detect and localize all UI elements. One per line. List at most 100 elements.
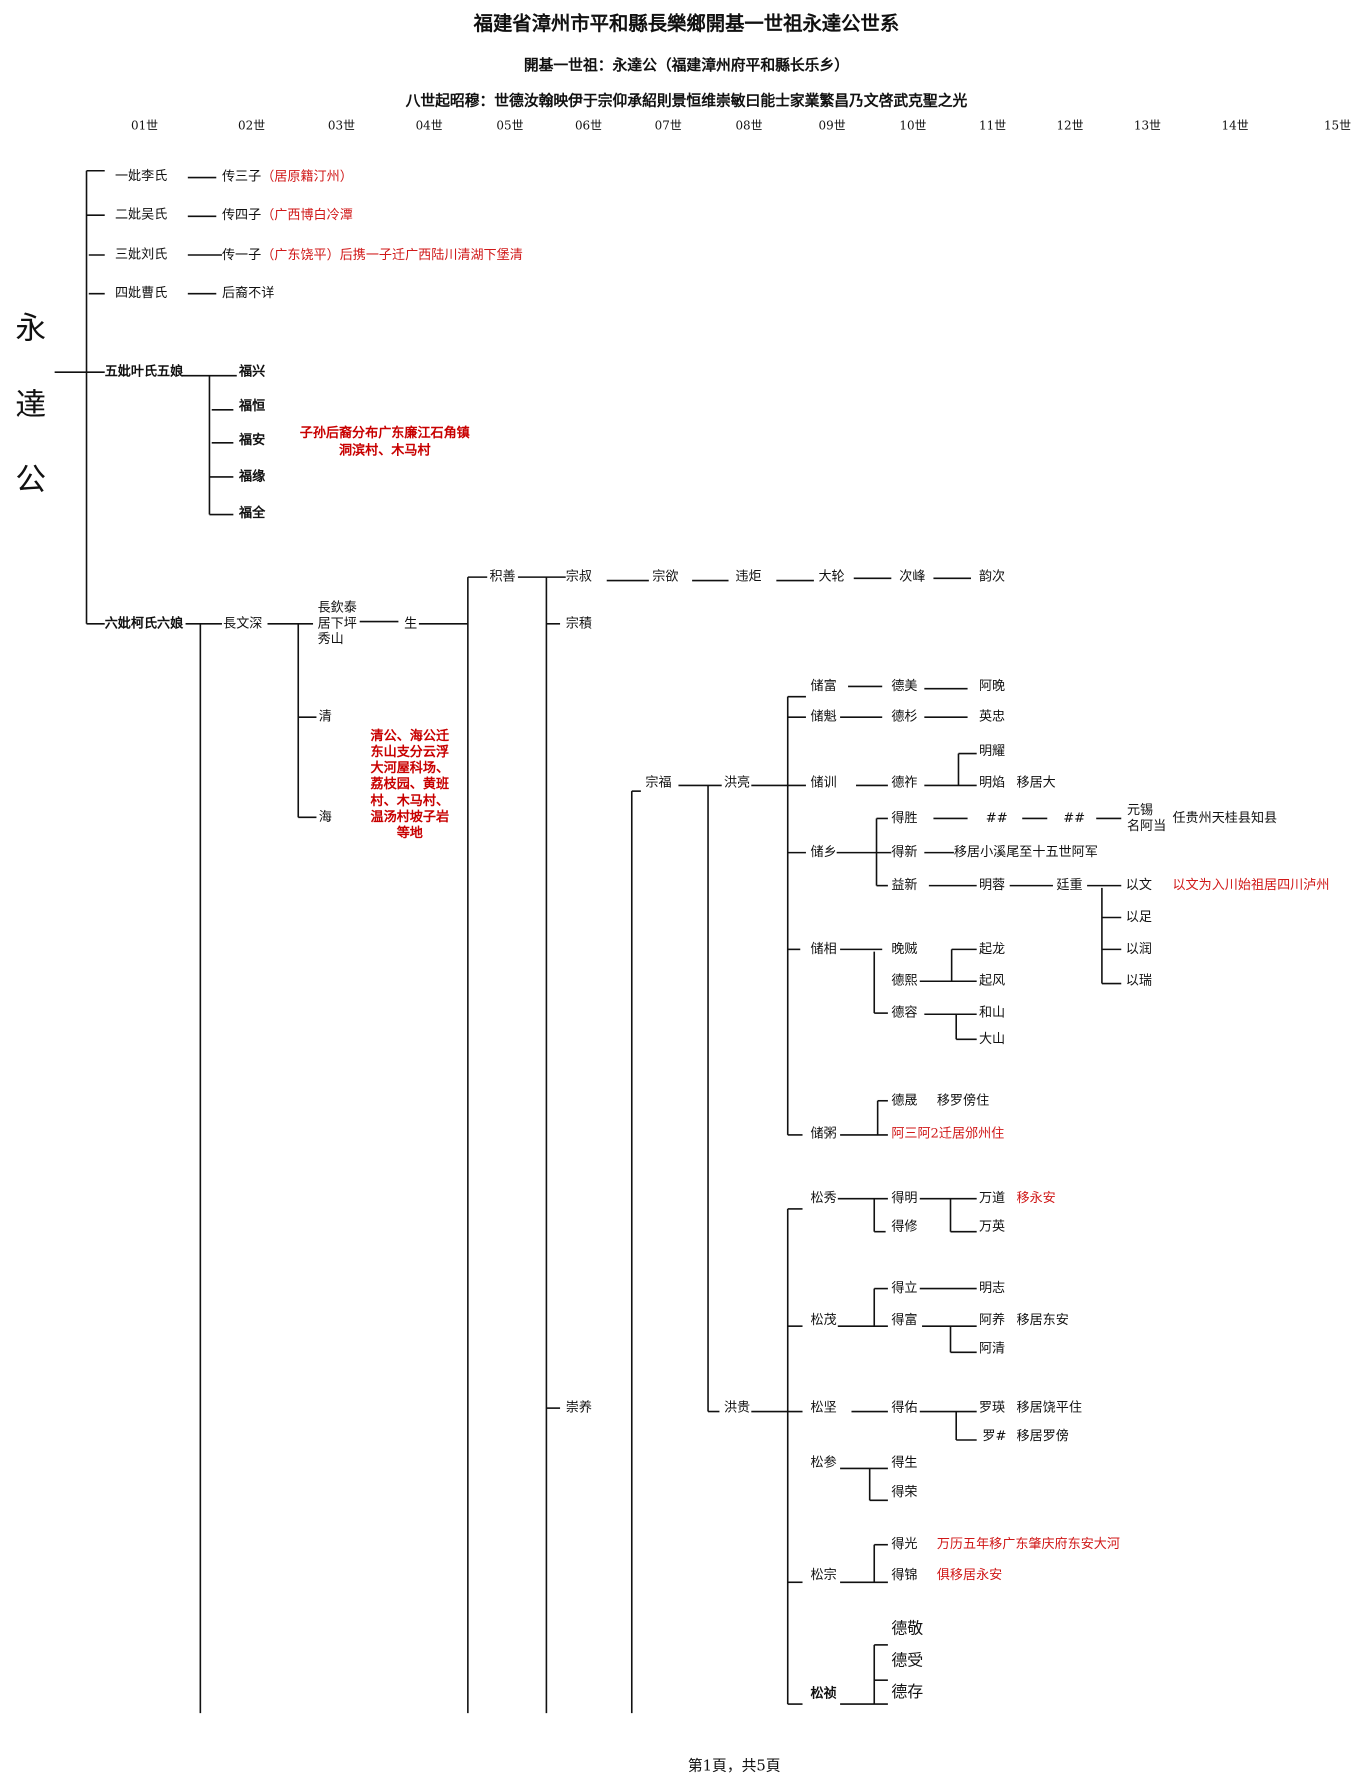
gen-label: 06世: [575, 118, 602, 132]
node-name: 储乡: [810, 844, 836, 860]
wife-issue: 传一子（广东饶平）后携一子迁广西陆川清湖下堡清: [222, 246, 523, 262]
note-text: 移居罗傍: [1017, 1427, 1069, 1444]
node-name: 居下坪: [318, 615, 357, 631]
node-name: 得锦: [891, 1566, 917, 1583]
node-name: ##: [986, 811, 1008, 826]
node-name: 得胜: [891, 809, 917, 826]
node-name: 松茂: [810, 1312, 836, 1328]
wife6-branch: 六妣柯氏六娘 長文深 長欽泰 居下坪 秀山 清 海 清公、海公迁 东山支分云浮 …: [105, 569, 1005, 1416]
note-text: （广东饶平）后携一子迁广西陆川清湖下堡清: [261, 246, 523, 262]
note-text: 清公、海公迁: [371, 727, 450, 744]
wife-issue: 传四子（广西博白冷潭: [222, 207, 353, 223]
gen-label: 04世: [416, 118, 443, 132]
node-name: 储富: [810, 677, 836, 694]
node-name: ##: [1063, 811, 1085, 826]
node-name: 大山: [979, 1031, 1005, 1047]
node-name: 得立: [891, 1279, 917, 1296]
note-text: 移罗傍住: [937, 1091, 989, 1108]
note-text: 东山支分云浮: [371, 743, 449, 760]
gen-label: 07世: [655, 118, 682, 132]
honggui-branch: 松秀 得明 得修 万道 万英 移永安 松茂 得立 得富 明志 阿养 阿清 移居东…: [810, 1189, 1119, 1701]
wife-name: 二妣吴氏: [115, 207, 167, 223]
node-name: 崇养: [566, 1400, 592, 1416]
node-name: 松坚: [810, 1400, 836, 1416]
page-title: 福建省漳州市平和縣長樂鄉開基一世祖永達公世系: [473, 12, 900, 35]
zhaomu-line: 八世起昭穆：世德汝翰映伊于宗仰承紹則景恒维崇敏曰能士家業繁昌乃文啓武克聖之光: [406, 91, 968, 109]
note-text: 阿三阿2迁居邠州住: [891, 1125, 1004, 1141]
gen-label: 03世: [328, 118, 355, 132]
node-name: 以润: [1126, 941, 1152, 957]
gen-label: 11世: [979, 118, 1006, 132]
ancestor-char: 公: [15, 462, 46, 498]
node-name: 德美: [891, 678, 917, 694]
node-name: 万道: [979, 1190, 1005, 1206]
node-name: 洪贵: [724, 1400, 750, 1416]
node-name: 秀山: [318, 631, 344, 647]
node-name: 以足: [1126, 910, 1152, 925]
node-name: 储相: [810, 941, 836, 957]
wives-list: 一妣李氏 传三子（居原籍汀州） 二妣吴氏 传四子（广西博白冷潭 三妣刘氏 传一子…: [115, 167, 523, 301]
gen-label: 05世: [496, 118, 523, 132]
node-name: 廷重: [1056, 877, 1082, 893]
wife-name: 三妣刘氏: [115, 246, 167, 262]
node-name: 德熙: [891, 973, 917, 989]
issue-text: 传一子: [222, 246, 261, 262]
note-text: 子孙后裔分布广东廉江石角镇: [300, 424, 470, 441]
node-name: 大轮: [818, 569, 844, 585]
note-text: 大河屋科场、: [371, 759, 449, 776]
node-name: 德晟: [891, 1092, 917, 1108]
son-name: 福兴: [238, 363, 265, 380]
node-name: 生: [404, 615, 417, 631]
wife-name: 四妣曹氏: [115, 285, 167, 301]
wife5-branch: 五妣叶氏五娘 福兴 福恒 福安 福缘 福全 子孙后裔分布广东廉江石角镇 洞滨村、…: [105, 363, 470, 521]
issue-text: 传四子: [222, 207, 261, 223]
node-name: 得修: [891, 1218, 917, 1235]
node-name: 松祯: [810, 1684, 836, 1701]
note-text: （居原籍汀州）: [261, 167, 353, 184]
note-text: 移居饶平住: [1017, 1400, 1082, 1416]
subtitle: 開基一世祖：永達公（福建漳州府平和縣长乐乡）: [524, 56, 849, 74]
gen-label: 01世: [131, 118, 158, 132]
wife-issue: 后裔不详: [222, 284, 274, 301]
node-name: 得生: [891, 1453, 917, 1470]
node-name: 储训: [810, 775, 836, 791]
node-name: 長欽泰: [318, 599, 357, 615]
gen-label: 13世: [1134, 118, 1161, 132]
node-name: 得富: [891, 1311, 917, 1328]
node-name: 次峰: [899, 569, 925, 585]
note-text: （广西博白冷潭: [261, 207, 353, 223]
note-text: 温汤村坡子岩: [371, 808, 449, 825]
hongliang-branch: 储富 德美 阿晚 储魁 德杉 英忠 储训 德祚 明耀 明焰 移居大 储乡 得胜 …: [810, 677, 1329, 1141]
node-name: 德容: [891, 1004, 917, 1021]
ancestor-char: 永: [15, 311, 46, 347]
node-name: 益新: [891, 877, 917, 893]
node-name: 韵次: [979, 569, 1005, 585]
node-name: 名阿当: [1127, 818, 1166, 834]
note-text: 万历五年移广东肇庆府东安大河: [937, 1536, 1120, 1552]
node-name: 以瑞: [1126, 973, 1152, 989]
gen-label: 02世: [238, 118, 265, 132]
node-name: 明焰: [979, 775, 1005, 791]
note-text: 任贵州天桂县知县: [1172, 809, 1277, 826]
node-name: 罗瑛: [979, 1400, 1005, 1416]
node-name: 德受: [891, 1650, 923, 1669]
node-name: 元锡: [1127, 802, 1153, 818]
note-text: 移居大: [1017, 775, 1056, 791]
node-name: 長文深: [223, 615, 262, 631]
wife-name: 一妣李氏: [115, 168, 167, 184]
node-name: 德存: [891, 1682, 923, 1701]
gen-label: 15世: [1324, 118, 1351, 132]
gen-label: 14世: [1222, 118, 1249, 132]
gen-label: 09世: [819, 118, 846, 132]
node-name: 英忠: [979, 709, 1005, 725]
node-name: 起风: [979, 973, 1005, 989]
node-name: 明志: [979, 1280, 1005, 1296]
node-name: 德敬: [891, 1618, 923, 1637]
node-name: 阿晚: [979, 678, 1005, 694]
node-name: 洪亮: [724, 774, 750, 791]
page-number: 第1頁，共5頁: [688, 1757, 781, 1775]
node-name: 以文: [1126, 877, 1152, 893]
node-name: 松参: [810, 1453, 836, 1470]
son-name: 福全: [238, 504, 266, 521]
